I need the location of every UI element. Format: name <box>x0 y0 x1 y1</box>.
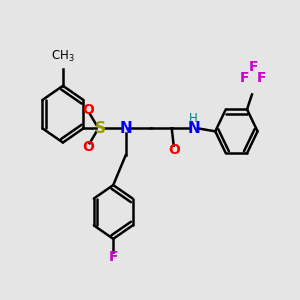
Text: S: S <box>95 121 106 136</box>
Text: F: F <box>240 71 249 85</box>
Text: H: H <box>188 112 197 125</box>
Text: O: O <box>82 103 94 117</box>
Text: F: F <box>109 250 118 264</box>
Text: N: N <box>119 121 132 136</box>
Text: O: O <box>168 143 180 157</box>
Text: CH$_3$: CH$_3$ <box>51 49 75 64</box>
Text: N: N <box>188 121 200 136</box>
Text: F: F <box>248 60 258 74</box>
Text: O: O <box>82 140 94 154</box>
Text: F: F <box>257 71 267 85</box>
